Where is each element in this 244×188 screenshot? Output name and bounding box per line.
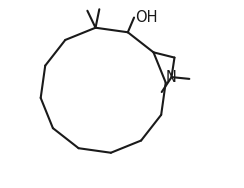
Text: N: N bbox=[166, 70, 177, 85]
Text: OH: OH bbox=[135, 10, 157, 25]
